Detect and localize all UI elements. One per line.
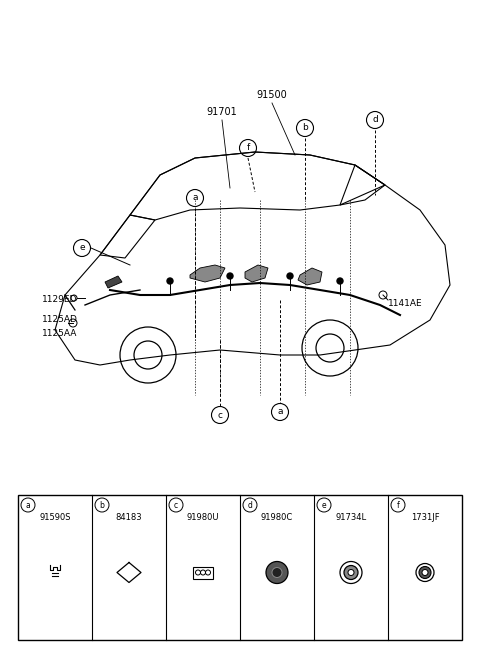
Polygon shape [105, 276, 122, 288]
Text: c: c [174, 500, 178, 510]
Text: a: a [277, 407, 283, 417]
Text: 1129ED: 1129ED [42, 295, 77, 305]
Text: 91590S: 91590S [39, 514, 71, 523]
Text: d: d [372, 115, 378, 124]
Text: 1125AA: 1125AA [42, 329, 77, 337]
Text: b: b [99, 500, 105, 510]
Circle shape [287, 273, 293, 279]
Text: c: c [217, 411, 223, 419]
Circle shape [167, 278, 173, 284]
Text: 91734L: 91734L [336, 514, 367, 523]
Circle shape [348, 569, 354, 576]
Text: e: e [322, 500, 326, 510]
Text: f: f [396, 500, 399, 510]
Bar [18, 495, 462, 640]
Text: 91701: 91701 [206, 107, 238, 117]
Polygon shape [190, 265, 225, 282]
Bar [193, 567, 213, 578]
Text: f: f [246, 143, 250, 153]
Circle shape [422, 569, 428, 576]
Text: 84183: 84183 [116, 514, 142, 523]
Circle shape [266, 561, 288, 584]
Polygon shape [245, 265, 268, 282]
Circle shape [340, 561, 362, 584]
Circle shape [419, 567, 431, 578]
Text: 1141AE: 1141AE [388, 299, 422, 307]
Circle shape [337, 278, 343, 284]
Text: 91980C: 91980C [261, 514, 293, 523]
Text: 91500: 91500 [257, 90, 288, 100]
Text: 1731JF: 1731JF [411, 514, 439, 523]
Circle shape [344, 565, 358, 580]
Text: e: e [79, 244, 85, 252]
Text: 91980U: 91980U [187, 514, 219, 523]
Circle shape [416, 563, 434, 582]
Circle shape [227, 273, 233, 279]
Text: b: b [302, 124, 308, 132]
Text: d: d [248, 500, 252, 510]
Text: a: a [25, 500, 30, 510]
Circle shape [272, 567, 282, 578]
Polygon shape [298, 268, 322, 285]
Text: 1125AD: 1125AD [42, 316, 78, 324]
Text: a: a [192, 193, 198, 202]
